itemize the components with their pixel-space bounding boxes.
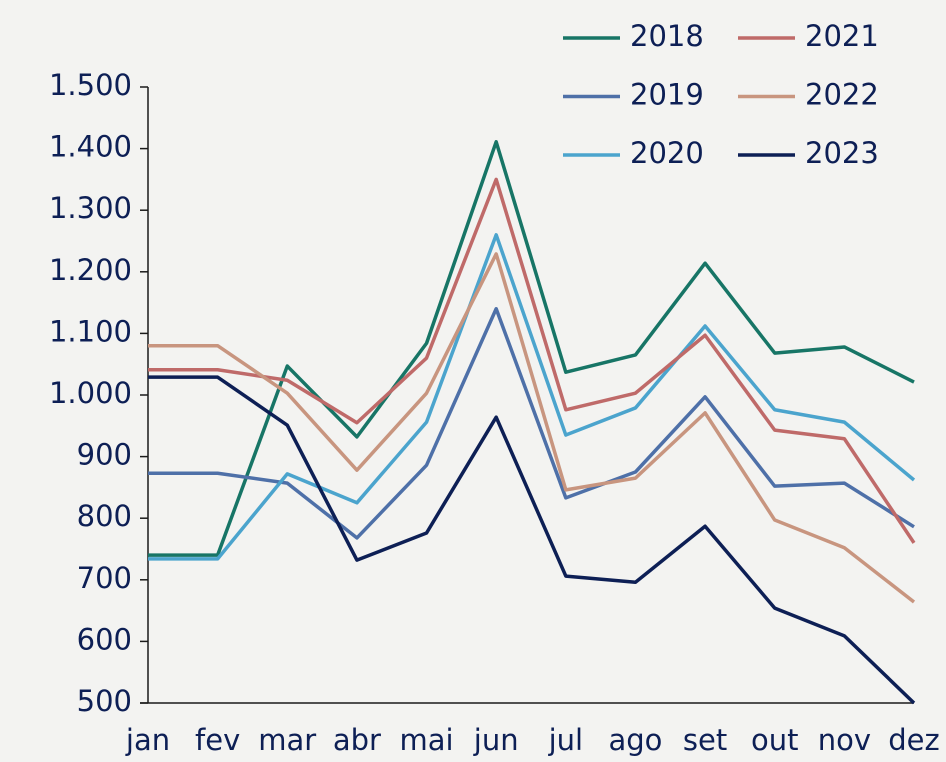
x-tick-label: set bbox=[683, 723, 727, 757]
x-tick-label: out bbox=[751, 723, 799, 757]
x-tick-label: mar bbox=[258, 723, 316, 757]
y-tick-label: 500 bbox=[77, 684, 132, 718]
legend-label: 2022 bbox=[805, 78, 879, 112]
y-tick-label: 1.400 bbox=[49, 130, 132, 164]
legend-label: 2021 bbox=[805, 19, 879, 53]
y-tick-label: 1.000 bbox=[49, 376, 132, 410]
y-tick-label: 1.500 bbox=[49, 68, 132, 102]
x-tick-label: nov bbox=[818, 723, 871, 757]
y-tick-label: 1.300 bbox=[49, 191, 132, 225]
y-tick-label: 900 bbox=[77, 438, 132, 472]
x-tick-label: jan bbox=[125, 723, 170, 757]
series-line bbox=[148, 233, 916, 561]
legend-label: 2023 bbox=[805, 136, 879, 170]
series-line bbox=[148, 140, 915, 557]
y-tick-label: 800 bbox=[77, 499, 132, 533]
series-line bbox=[148, 375, 916, 705]
x-tick-label: jun bbox=[473, 723, 519, 757]
y-tick-label: 700 bbox=[77, 561, 132, 595]
x-tick-label: ago bbox=[608, 723, 662, 757]
series-line bbox=[148, 252, 916, 604]
y-tick-label: 600 bbox=[77, 622, 132, 656]
x-tick-label: dez bbox=[888, 723, 939, 757]
legend-label: 2018 bbox=[630, 19, 704, 53]
x-tick-label: fev bbox=[195, 723, 240, 757]
y-tick-label: 1.100 bbox=[49, 314, 132, 348]
legend-label: 2019 bbox=[630, 78, 704, 112]
x-tick-label: jul bbox=[548, 723, 584, 757]
legend-label: 2020 bbox=[630, 136, 704, 170]
x-tick-label: abr bbox=[333, 723, 381, 757]
series-line bbox=[148, 177, 916, 544]
series-line bbox=[148, 307, 915, 540]
y-tick-label: 1.200 bbox=[49, 253, 132, 287]
x-tick-label: mai bbox=[400, 723, 454, 757]
